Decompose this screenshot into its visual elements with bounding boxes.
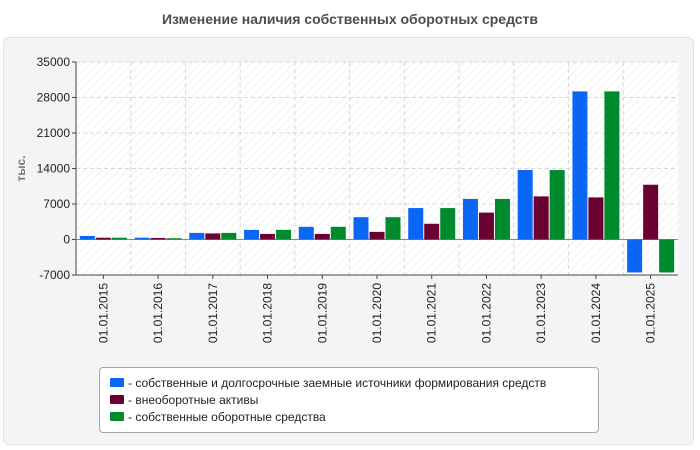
bar (408, 208, 424, 240)
legend-swatch-noncurrent-assets (110, 395, 124, 404)
legend-item-noncurrent-assets: - внеоборотные активы (100, 391, 598, 408)
bar (330, 226, 346, 240)
x-tick-label: 01.01.2023 (534, 283, 548, 343)
bar (95, 237, 111, 240)
bar (424, 223, 440, 240)
bar (79, 235, 95, 240)
bar (517, 170, 533, 240)
x-tick-label: 01.01.2018 (261, 283, 275, 343)
x-tick-label: 01.01.2022 (479, 283, 493, 343)
bar (150, 237, 166, 240)
legend-label-sources: - собственные и долгосрочные заемные ист… (128, 375, 547, 390)
bar (260, 233, 276, 240)
x-tick-label: 01.01.2025 (644, 283, 658, 343)
bar (244, 229, 260, 240)
bar (369, 231, 385, 240)
legend-item-working-capital: - собственные оборотные средства (100, 408, 598, 425)
legend-label-noncurrent-assets: - внеоборотные активы (128, 392, 259, 407)
bar (385, 217, 401, 240)
bar (533, 196, 549, 240)
bar (604, 91, 620, 240)
bar (314, 233, 330, 240)
bar (111, 237, 127, 240)
legend-swatch-sources (110, 378, 124, 387)
chart-title: Изменение наличия собственных оборотных … (161, 11, 539, 27)
legend-label-working-capital: - собственные оборотные средства (128, 409, 326, 424)
legend-swatch-working-capital (110, 412, 124, 421)
y-axis-label: тыс. (14, 155, 28, 181)
bar (549, 170, 565, 240)
legend-item-sources: - собственные и долгосрочные заемные ист… (100, 374, 598, 391)
x-tick-label: 01.01.2015 (96, 283, 110, 343)
y-tick-label: 0 (63, 233, 70, 247)
bar (494, 198, 510, 240)
bar (462, 198, 478, 240)
x-tick-label: 01.01.2021 (425, 283, 439, 343)
bar (189, 232, 205, 240)
bar (205, 233, 221, 240)
x-tick-label: 01.01.2016 (151, 283, 165, 343)
bar (478, 212, 494, 240)
bar (572, 91, 588, 240)
x-tick-label: 01.01.2019 (315, 283, 329, 343)
bar (353, 217, 369, 240)
legend: - собственные и долгосрочные заемные ист… (99, 367, 599, 433)
bar (643, 184, 659, 240)
bar (659, 239, 675, 273)
y-tick-label: -7000 (39, 268, 70, 282)
bar (440, 208, 456, 240)
bar (166, 238, 182, 240)
x-tick-label: 01.01.2020 (370, 283, 384, 343)
y-tick-label: 14000 (37, 162, 71, 176)
x-tick-label: 01.01.2024 (589, 283, 603, 343)
bar (298, 226, 314, 240)
bar (134, 237, 150, 240)
y-tick-label: 35000 (37, 55, 71, 69)
bar (221, 232, 237, 240)
y-tick-label: 7000 (43, 197, 70, 211)
x-tick-label: 01.01.2017 (206, 283, 220, 343)
bar (588, 197, 604, 240)
bar (627, 239, 643, 273)
bar (276, 229, 292, 240)
y-tick-label: 21000 (37, 126, 71, 140)
y-tick-label: 28000 (37, 91, 71, 105)
